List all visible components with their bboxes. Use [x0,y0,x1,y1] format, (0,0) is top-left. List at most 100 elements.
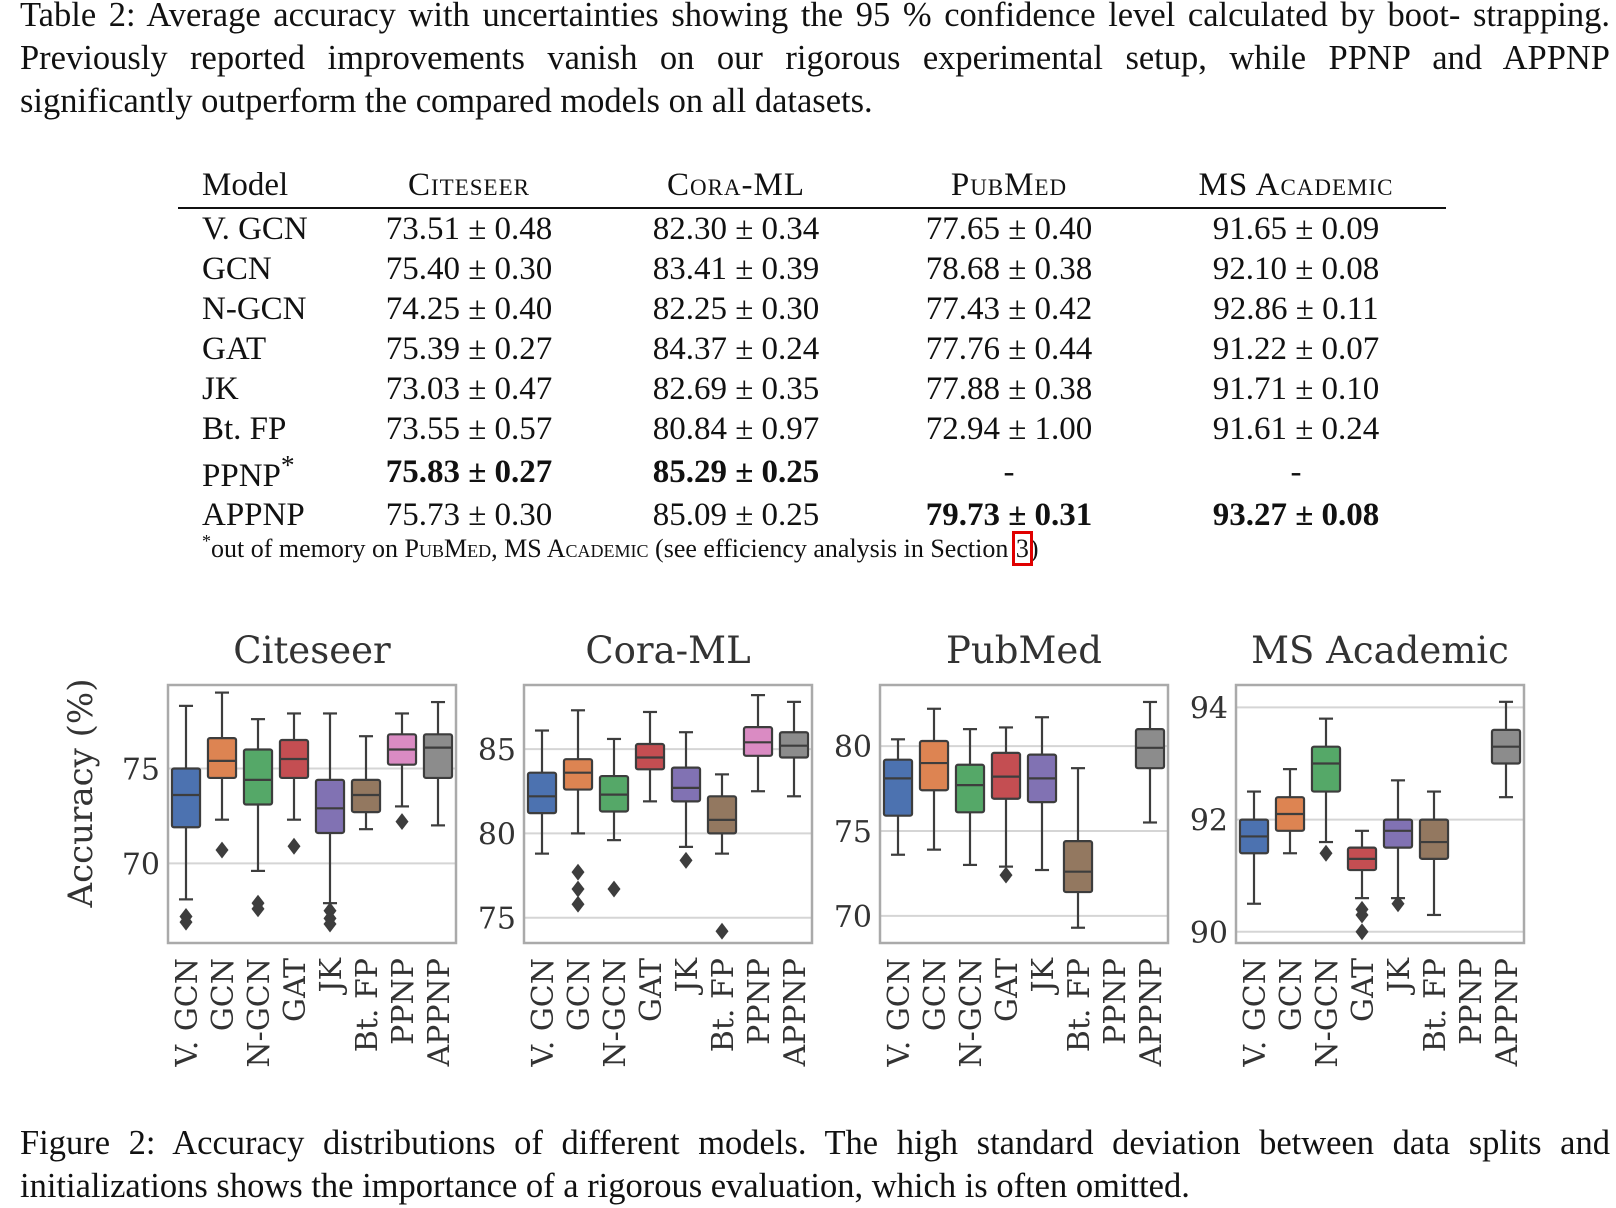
cell-cora-ml: 83.41 ± 0.39 [652,250,820,287]
outlier-point [395,813,409,831]
cell-citeseer: 75.40 ± 0.30 [385,250,553,287]
table-row: N-GCN 74.25 ± 0.40 82.25 ± 0.30 77.43 ± … [178,289,1446,329]
x-tick-label: PPNP [742,958,777,1045]
x-tick-label: N-GCN [954,958,989,1068]
box [314,778,346,835]
x-tick-label: V. GCN [170,958,205,1068]
figure-caption-text: Figure 2: Accuracy distributions of diff… [20,1124,1610,1205]
x-tick-label: Bt. FP [706,958,741,1052]
table-row: V. GCN 73.51 ± 0.48 82.30 ± 0.34 77.65 ±… [178,208,1446,249]
box [422,733,454,780]
y-tick-label: 75 [478,902,516,937]
box [918,739,950,792]
table-row: PPNP* 75.83 ± 0.27 85.29 ± 0.25 - - [178,449,1446,495]
cell-citeseer: 74.25 ± 0.40 [385,290,553,327]
model-name: V. GCN [202,210,308,247]
outlier-point [999,866,1013,884]
results-table: Model Citeseer Cora-ML PubMed MS Academi… [178,163,1446,535]
box [1382,818,1414,849]
cell-pubmed: 77.76 ± 0.44 [925,330,1093,367]
outlier-point [571,880,585,898]
cell-cora-ml: 85.29 ± 0.25 [652,453,820,490]
box [670,766,702,803]
x-tick-label: V. GCN [882,958,917,1068]
y-tick-label: 75 [122,752,160,787]
y-tick-label: 80 [834,730,872,765]
table-row: GAT 75.39 ± 0.27 84.37 ± 0.24 77.76 ± 0.… [178,329,1446,369]
header-pubmed: PubMed [872,163,1146,209]
model-name-text: PPNP [202,458,281,494]
outlier-point [251,900,265,918]
cell-pubmed: 77.65 ± 0.40 [925,210,1093,247]
x-tick-label: PPNP [1454,958,1489,1045]
y-tick-label: 85 [478,733,516,768]
y-tick-label: 70 [122,847,160,882]
header-model: Model [178,163,338,209]
table-caption-text: Table 2: Average accuracy with uncertain… [20,0,1610,120]
x-tick-label: GCN [918,958,953,1031]
box [206,737,238,780]
outlier-point [571,863,585,881]
figure-ylabel: Accuracy (%) [61,679,101,909]
panel-title: PubMed [946,629,1102,672]
y-tick-label: 90 [1190,916,1228,951]
footnote-pubmed: PubMed [404,534,492,563]
cell-pubmed: 77.43 ± 0.42 [925,290,1093,327]
header-cora-ml: Cora-ML [600,163,872,209]
figure-caption: Figure 2: Accuracy distributions of diff… [20,1122,1610,1208]
footnote-text: out of memory on [211,534,405,563]
x-tick-label: N-GCN [598,958,633,1068]
x-tick-label: JK [1382,957,1417,995]
cell-ms-academic: 91.71 ± 0.10 [1212,370,1380,407]
y-tick-label: 80 [478,817,516,852]
x-tick-label: GAT [634,958,669,1022]
y-tick-label: 75 [834,815,872,850]
outlier-point [679,851,693,869]
cell-pubmed: 77.88 ± 0.38 [925,370,1093,407]
box [1062,840,1094,894]
footnote-ms-academic: MS Academic [504,534,649,563]
outlier-point [179,913,193,931]
box [882,758,914,817]
outlier-point [571,895,585,913]
panel-frame [522,683,814,945]
model-name: GCN [202,250,272,287]
cell-cora-ml: 82.69 ± 0.35 [652,370,820,407]
y-tick-label: 70 [834,900,872,935]
panel-frame [1234,683,1526,945]
x-tick-label: GCN [1274,958,1309,1031]
cell-citeseer: 75.73 ± 0.30 [385,496,553,533]
cell-citeseer: 73.51 ± 0.48 [385,210,553,247]
table-footnote: *out of memory on PubMed, MS Academic (s… [202,531,1039,566]
footnote-separator: , [491,534,505,563]
cell-ms-academic: 91.22 ± 0.07 [1212,330,1380,367]
cell-pubmed: - [1003,453,1015,490]
x-tick-label: N-GCN [242,958,277,1068]
box [706,795,738,835]
x-tick-label: V. GCN [1238,958,1273,1068]
footnote-marker: * [202,531,211,551]
cell-pubmed: 79.73 ± 0.31 [925,496,1093,533]
cell-cora-ml: 82.25 ± 0.30 [652,290,820,327]
box [1418,818,1450,860]
section-reference-link[interactable]: 3 [1011,531,1033,566]
outlier-point [1355,923,1369,941]
x-tick-label: GAT [278,958,313,1022]
model-name: GAT [202,330,267,367]
table-row: JK 73.03 ± 0.47 82.69 ± 0.35 77.88 ± 0.3… [178,369,1446,409]
outlier-point [1319,844,1333,862]
x-tick-label: Bt. FP [1418,958,1453,1052]
model-name: PPNP* [178,449,338,495]
outlier-point [715,922,729,940]
cell-citeseer: 75.83 ± 0.27 [385,453,553,490]
outlier-point [287,837,301,855]
cell-cora-ml: 82.30 ± 0.34 [652,210,820,247]
table-row: APPNP 75.73 ± 0.30 85.09 ± 0.25 79.73 ± … [178,495,1446,535]
box [562,758,594,791]
y-tick-label: 92 [1190,804,1228,839]
model-name: Bt. FP [202,410,287,447]
x-tick-label: APPNP [1134,958,1169,1067]
cell-ms-academic: 92.10 ± 0.08 [1212,250,1380,287]
